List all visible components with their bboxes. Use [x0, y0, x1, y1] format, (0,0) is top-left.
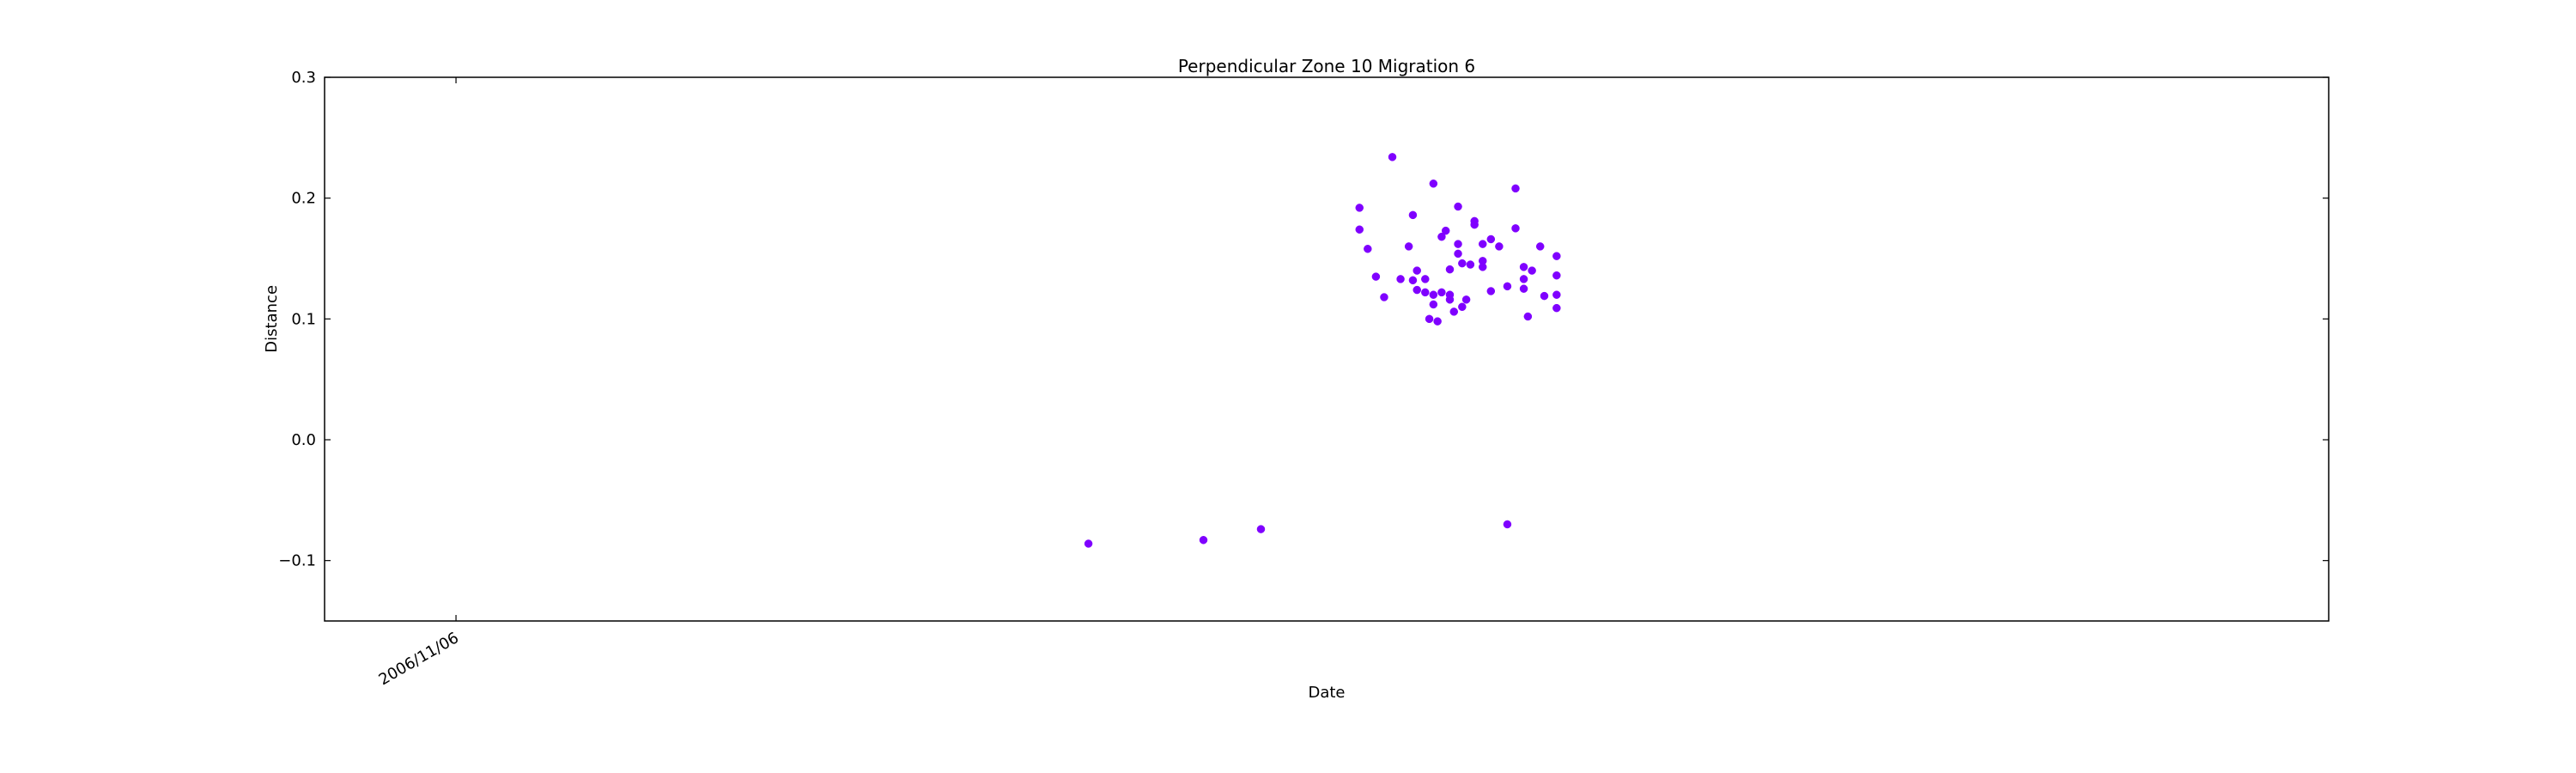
- y-tick-label: 0.1: [291, 310, 316, 328]
- x-axis-ticks: 2006/11/06: [376, 77, 462, 689]
- data-point: [1355, 204, 1364, 212]
- data-point: [1429, 180, 1438, 188]
- y-tick-label: 0.0: [291, 431, 316, 449]
- data-point: [1519, 263, 1528, 271]
- data-point: [1511, 184, 1520, 193]
- data-point: [1458, 302, 1467, 312]
- data-point: [1503, 282, 1512, 291]
- data-point: [1429, 290, 1438, 299]
- y-axis-ticks: −0.1 0.0 0.1 0.2 0.3: [278, 69, 2329, 570]
- data-point: [1421, 275, 1430, 283]
- y-tick-label: 0.2: [291, 190, 316, 208]
- y-axis-label: Distance: [263, 285, 281, 353]
- data-point: [1454, 202, 1462, 211]
- data-point: [1404, 242, 1413, 251]
- data-point: [1454, 240, 1462, 248]
- data-point: [1437, 288, 1446, 297]
- data-point: [1486, 287, 1496, 295]
- data-point: [1470, 220, 1479, 229]
- data-point: [1364, 244, 1372, 253]
- data-point: [1256, 525, 1266, 533]
- data-point: [1466, 260, 1475, 269]
- x-tick-label: 2006/11/06: [376, 629, 462, 689]
- data-point: [1454, 249, 1462, 259]
- chart-title: Perpendicular Zone 10 Migration 6: [1178, 56, 1475, 76]
- data-point: [1425, 314, 1434, 324]
- data-point: [1084, 539, 1093, 548]
- data-point: [1441, 226, 1450, 235]
- data-points: [1084, 153, 1561, 548]
- data-point: [1552, 271, 1561, 280]
- data-point: [1478, 240, 1487, 248]
- data-point: [1528, 266, 1536, 275]
- data-point: [1388, 153, 1397, 161]
- data-point: [1445, 265, 1455, 274]
- data-point: [1552, 303, 1561, 313]
- y-tick-label: 0.3: [291, 69, 316, 87]
- data-point: [1437, 232, 1446, 241]
- data-point: [1355, 225, 1364, 234]
- data-point: [1495, 242, 1504, 251]
- data-point: [1408, 210, 1418, 220]
- data-point: [1380, 293, 1388, 301]
- data-point: [1519, 284, 1528, 293]
- data-point: [1449, 307, 1459, 316]
- data-point: [1478, 263, 1487, 271]
- data-point: [1371, 272, 1381, 281]
- x-axis-label: Date: [1308, 684, 1345, 702]
- data-point: [1413, 266, 1421, 275]
- plot-frame: [324, 76, 2330, 622]
- data-point: [1540, 291, 1549, 301]
- data-point: [1408, 276, 1418, 285]
- data-point: [1396, 275, 1405, 283]
- y-tick-label: −0.1: [278, 552, 316, 570]
- data-point: [1511, 224, 1520, 233]
- data-point: [1552, 290, 1561, 299]
- data-point: [1486, 234, 1496, 244]
- data-point: [1429, 300, 1438, 309]
- data-point: [1421, 288, 1430, 297]
- data-point: [1413, 285, 1421, 295]
- data-point: [1552, 252, 1561, 260]
- data-point: [1461, 295, 1471, 304]
- data-point: [1519, 275, 1528, 283]
- data-point: [1535, 242, 1545, 251]
- data-point: [1458, 259, 1467, 268]
- data-point: [1433, 317, 1442, 326]
- data-point: [1503, 520, 1512, 529]
- data-point: [1199, 536, 1208, 545]
- data-point: [1445, 295, 1455, 304]
- data-point: [1523, 312, 1533, 321]
